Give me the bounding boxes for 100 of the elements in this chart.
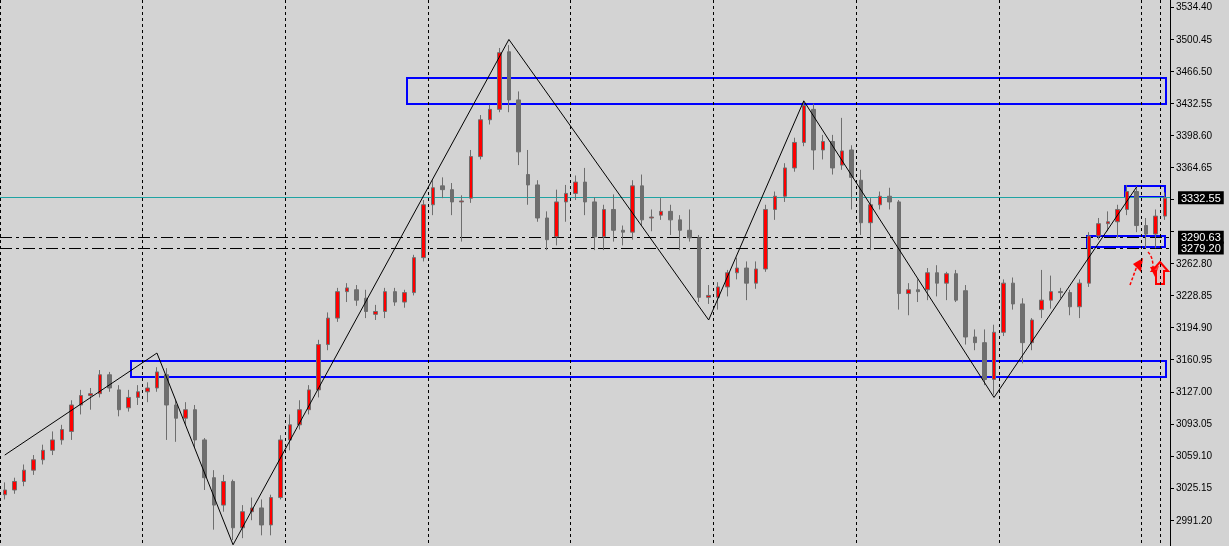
candlestick: [526, 149, 530, 206]
candlestick: [773, 191, 777, 221]
candlestick: [412, 254, 416, 296]
candlestick: [973, 328, 977, 351]
candlestick: [1077, 278, 1082, 319]
candlestick: [316, 339, 321, 398]
candlestick: [821, 134, 825, 160]
candlestick: [1087, 231, 1091, 288]
candlestick: [393, 287, 397, 307]
candlestick: [488, 104, 492, 125]
candlestick: [687, 208, 692, 243]
candlestick: [1001, 278, 1006, 337]
candlestick: [164, 367, 169, 441]
candlestick: [269, 494, 273, 536]
candlestick: [659, 197, 663, 221]
candlestick: [602, 204, 606, 251]
candlestick: [507, 44, 511, 113]
candlestick: [1039, 269, 1044, 319]
candlestick: [887, 187, 892, 210]
y-tick-label: 3534.40: [1176, 1, 1213, 13]
candlestick: [12, 477, 17, 495]
candlestick: [763, 204, 768, 273]
candlestick: [278, 434, 283, 500]
candlestick: [792, 137, 797, 173]
ref-line-label: 3279.20: [1181, 242, 1221, 255]
candlestick: [193, 404, 197, 448]
candlestick: [992, 324, 996, 396]
candlestick: [88, 387, 93, 411]
candlestick: [554, 189, 559, 246]
candlestick: [1153, 208, 1158, 249]
candlestick: [31, 454, 36, 476]
candlestick: [811, 103, 816, 171]
candlestick: [754, 260, 758, 290]
y-tick-label: 3432.55: [1176, 97, 1213, 109]
y-tick-label: 3025.15: [1176, 482, 1213, 494]
candlestick: [735, 257, 739, 280]
candlestick: [174, 399, 178, 443]
candlestick: [1058, 287, 1063, 299]
candlestick: [431, 179, 435, 216]
candlestick: [69, 399, 74, 441]
candlestick: [706, 284, 711, 305]
candlestick: [916, 278, 920, 303]
candlestick: [697, 234, 701, 303]
candlestick: [545, 210, 549, 251]
candlestick: [744, 260, 749, 301]
candlestick: [906, 282, 911, 316]
candlestick: [564, 184, 568, 223]
candlestick: [849, 144, 854, 210]
candlestick: [212, 469, 216, 531]
candlestick: [288, 413, 292, 451]
candlestick: [1163, 191, 1167, 221]
y-tick-label: 3466.50: [1176, 65, 1213, 77]
candlestick: [592, 196, 597, 251]
candlestick: [1020, 297, 1025, 364]
candlestick: [98, 369, 102, 398]
candlestick: [41, 444, 45, 465]
candlestick: [22, 463, 26, 487]
candlestick: [497, 47, 502, 113]
candlestick: [583, 167, 587, 216]
candlestick: [383, 287, 387, 319]
candlestick: [202, 437, 207, 491]
candlestick: [621, 225, 625, 246]
candlestick: [802, 100, 806, 147]
y-tick-label: 3127.00: [1176, 386, 1213, 398]
candlestick: [573, 174, 578, 201]
candlestick: [963, 284, 968, 346]
candlestick: [925, 267, 930, 301]
candlestick: [1096, 217, 1101, 241]
candlestick: [335, 287, 340, 323]
ref-line-label: 3290.63: [1181, 231, 1221, 244]
candlestick: [868, 197, 873, 251]
candlestick: [345, 282, 349, 303]
candlestick: [155, 366, 159, 393]
candlestick: [259, 498, 264, 536]
y-tick-label: 3364.65: [1176, 161, 1213, 173]
candlestick: [354, 284, 359, 307]
candlestick: [126, 389, 131, 413]
y-tick-label: 3093.05: [1176, 418, 1213, 430]
candlestick: [944, 271, 949, 301]
candlestick: [402, 289, 407, 309]
candlestick: [954, 269, 958, 303]
y-tick-label: 3059.10: [1176, 450, 1213, 462]
candlestick: [117, 384, 121, 417]
candlestick: [935, 264, 939, 297]
candlestick: [1144, 217, 1148, 249]
candlestick: [1049, 275, 1053, 310]
candlestick: [1106, 210, 1110, 232]
candlestick: [1068, 289, 1072, 316]
candlestick: [3, 481, 7, 500]
candlestick: [145, 381, 150, 403]
y-tick-label: 3160.95: [1176, 354, 1213, 366]
candlestick: [840, 117, 844, 171]
candlestick: [136, 384, 140, 406]
candlestick: [1030, 317, 1034, 351]
candlestick: [630, 179, 635, 241]
candlestick: [326, 311, 330, 351]
candlestick: [535, 179, 540, 223]
candlestick: [668, 204, 673, 236]
candlestick: [231, 479, 235, 541]
candlestick: [611, 193, 616, 243]
